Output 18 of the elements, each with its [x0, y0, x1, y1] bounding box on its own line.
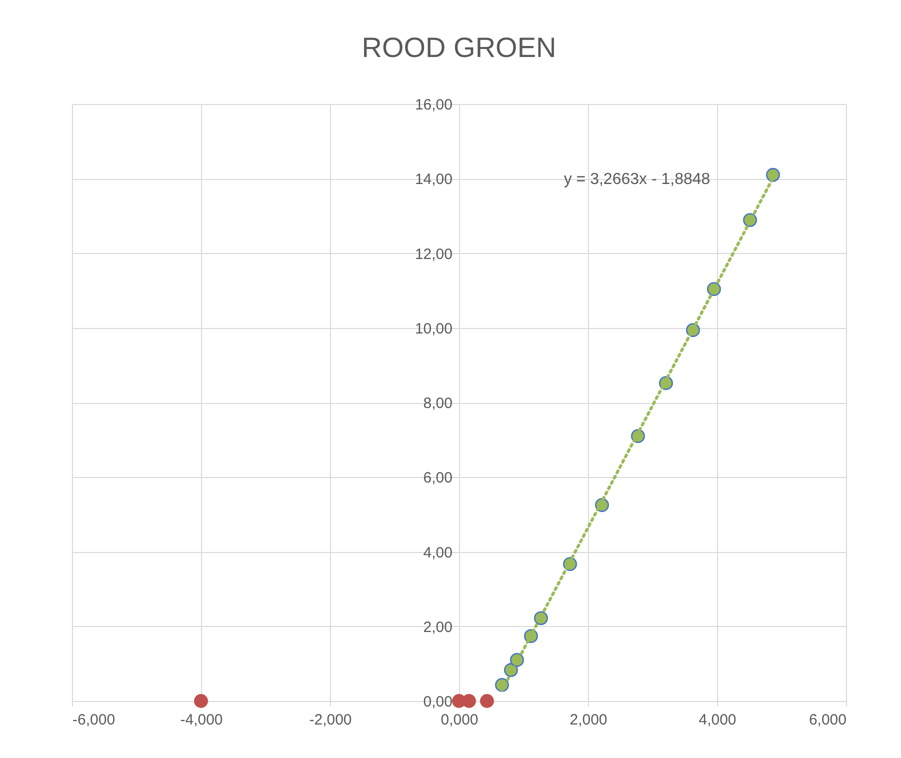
x-tick-label: 2,000 [570, 712, 608, 728]
x-tick-label: 6,000 [808, 712, 846, 728]
x-tick-label: -4,000 [180, 712, 223, 728]
chart-title: ROOD GROEN [362, 32, 556, 63]
y-tick-label: 12,00 [414, 246, 452, 263]
x-tick-label: 0,000 [440, 712, 478, 728]
y-tick-label: 6,00 [423, 470, 452, 487]
y-tick-label: 8,00 [423, 395, 452, 412]
y-tick-label: 4,00 [423, 544, 452, 562]
y-tick-label: 16,00 [414, 96, 452, 114]
x-tick-label: -6,000 [72, 712, 116, 728]
y-tick-label: 2,00 [423, 618, 452, 636]
annotation: y = 3,2663x - 1,8848 [564, 171, 710, 188]
x-tick-label: 4,000 [698, 712, 736, 728]
y-tick-label: 14,00 [414, 171, 452, 188]
y-tick-label: 0,00 [423, 694, 452, 710]
x-tick-label: -2,000 [309, 712, 352, 728]
y-tick-label: 10,00 [414, 320, 452, 338]
